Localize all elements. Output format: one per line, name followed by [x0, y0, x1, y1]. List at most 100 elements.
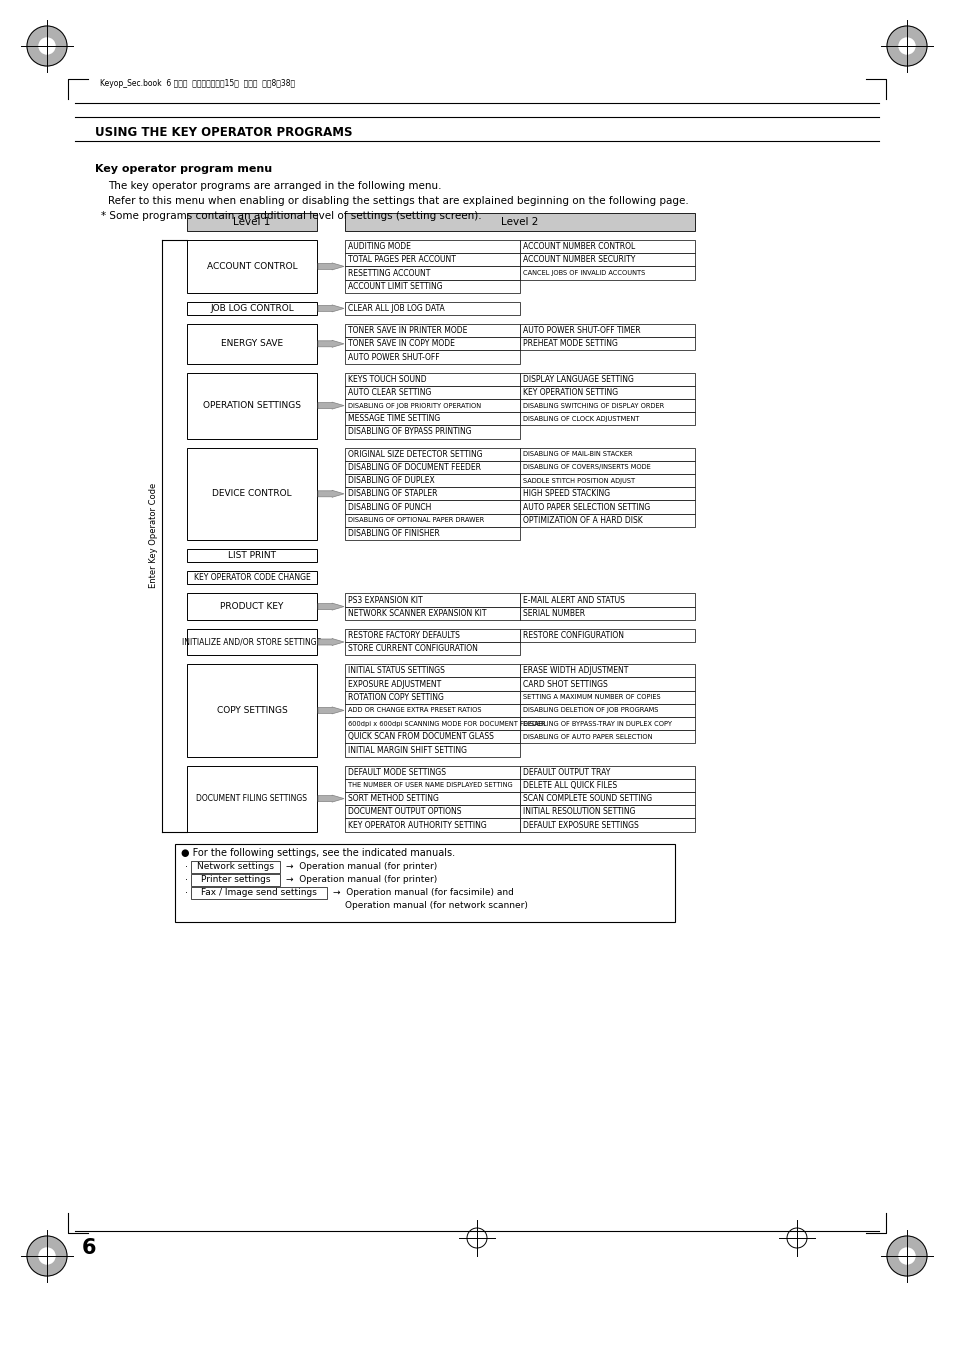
Text: AUTO PAPER SELECTION SETTING: AUTO PAPER SELECTION SETTING: [522, 503, 650, 512]
Text: DISABLING DELETION OF JOB PROGRAMS: DISABLING DELETION OF JOB PROGRAMS: [522, 708, 658, 713]
Bar: [345, 213, 695, 231]
Polygon shape: [317, 305, 344, 312]
Bar: [519, 412, 695, 426]
Bar: [345, 386, 519, 399]
Bar: [345, 447, 519, 461]
Bar: [345, 607, 519, 620]
Text: Refer to this menu when enabling or disabling the settings that are explained be: Refer to this menu when enabling or disa…: [108, 196, 688, 205]
Text: STORE CURRENT CONFIGURATION: STORE CURRENT CONFIGURATION: [348, 644, 477, 653]
Circle shape: [886, 26, 926, 66]
Text: DISABLING OF CLOCK ADJUSTMENT: DISABLING OF CLOCK ADJUSTMENT: [522, 416, 639, 422]
Polygon shape: [317, 796, 344, 802]
Bar: [187, 373, 316, 439]
Bar: [345, 266, 519, 280]
Bar: [187, 766, 316, 832]
Text: EXPOSURE ADJUSTMENT: EXPOSURE ADJUSTMENT: [348, 680, 441, 689]
Bar: [187, 665, 316, 757]
Bar: [519, 513, 695, 527]
Text: Network settings: Network settings: [197, 862, 274, 871]
Text: DEFAULT MODE SETTINGS: DEFAULT MODE SETTINGS: [348, 767, 446, 777]
Bar: [345, 301, 519, 315]
Text: SERIAL NUMBER: SERIAL NUMBER: [522, 609, 584, 617]
Bar: [187, 593, 316, 620]
Bar: [519, 593, 695, 607]
Text: ·: ·: [185, 862, 188, 871]
Bar: [345, 730, 519, 743]
Bar: [191, 861, 280, 873]
Text: SADDLE STITCH POSITION ADJUST: SADDLE STITCH POSITION ADJUST: [522, 478, 635, 484]
Bar: [345, 704, 519, 717]
Text: OPTIMIZATION OF A HARD DISK: OPTIMIZATION OF A HARD DISK: [522, 516, 642, 524]
Text: KEYS TOUCH SOUND: KEYS TOUCH SOUND: [348, 374, 426, 384]
Bar: [345, 373, 519, 386]
Bar: [187, 628, 316, 655]
Text: DISABLING OF STAPLER: DISABLING OF STAPLER: [348, 489, 437, 499]
Text: ROTATION COPY SETTING: ROTATION COPY SETTING: [348, 693, 443, 701]
Bar: [345, 642, 519, 655]
Text: ADD OR CHANGE EXTRA PRESET RATIOS: ADD OR CHANGE EXTRA PRESET RATIOS: [348, 708, 481, 713]
Bar: [187, 213, 316, 231]
Bar: [519, 488, 695, 500]
Bar: [519, 386, 695, 399]
Bar: [345, 338, 519, 350]
Circle shape: [898, 1248, 914, 1265]
Bar: [519, 373, 695, 386]
Text: KEY OPERATION SETTING: KEY OPERATION SETTING: [522, 388, 618, 397]
Bar: [345, 240, 519, 253]
Text: DISABLING OF AUTO PAPER SELECTION: DISABLING OF AUTO PAPER SELECTION: [522, 734, 652, 740]
Bar: [519, 253, 695, 266]
Bar: [519, 766, 695, 778]
Bar: [519, 704, 695, 717]
Bar: [345, 474, 519, 488]
Text: DOCUMENT FILING SETTINGS: DOCUMENT FILING SETTINGS: [196, 794, 307, 802]
Bar: [519, 717, 695, 730]
Text: CANCEL JOBS OF INVALID ACCOUNTS: CANCEL JOBS OF INVALID ACCOUNTS: [522, 270, 644, 276]
Bar: [187, 447, 316, 540]
Text: HIGH SPEED STACKING: HIGH SPEED STACKING: [522, 489, 610, 499]
Text: DISABLING OF DUPLEX: DISABLING OF DUPLEX: [348, 476, 435, 485]
Bar: [519, 730, 695, 743]
Circle shape: [27, 26, 67, 66]
Text: ACCOUNT CONTROL: ACCOUNT CONTROL: [207, 262, 297, 272]
Text: RESTORE FACTORY DEFAULTS: RESTORE FACTORY DEFAULTS: [348, 631, 459, 640]
Bar: [345, 717, 519, 730]
Bar: [519, 690, 695, 704]
Text: THE NUMBER OF USER NAME DISPLAYED SETTING: THE NUMBER OF USER NAME DISPLAYED SETTIN…: [348, 782, 512, 789]
Text: ·: ·: [185, 888, 188, 897]
Bar: [187, 301, 316, 315]
Bar: [519, 266, 695, 280]
Text: * Some programs contain an additional level of settings (setting screen).: * Some programs contain an additional le…: [101, 211, 481, 222]
Circle shape: [39, 1248, 55, 1265]
Bar: [345, 253, 519, 266]
Text: KEY OPERATOR CODE CHANGE: KEY OPERATOR CODE CHANGE: [193, 573, 310, 582]
Bar: [345, 513, 519, 527]
Text: Key operator program menu: Key operator program menu: [95, 163, 272, 174]
Bar: [345, 593, 519, 607]
Bar: [345, 350, 519, 363]
Bar: [345, 792, 519, 805]
Bar: [519, 665, 695, 677]
Text: DELETE ALL QUICK FILES: DELETE ALL QUICK FILES: [522, 781, 617, 790]
Text: →  Operation manual (for facsimile) and: → Operation manual (for facsimile) and: [333, 888, 514, 897]
Bar: [345, 690, 519, 704]
Polygon shape: [317, 263, 344, 270]
Bar: [345, 778, 519, 792]
Bar: [345, 819, 519, 832]
Text: The key operator programs are arranged in the following menu.: The key operator programs are arranged i…: [108, 181, 441, 190]
Bar: [345, 677, 519, 690]
Polygon shape: [317, 639, 344, 646]
Text: Level 1: Level 1: [233, 218, 271, 227]
Text: DISPLAY LANGUAGE SETTING: DISPLAY LANGUAGE SETTING: [522, 374, 633, 384]
Text: DISABLING SWITCHING OF DISPLAY ORDER: DISABLING SWITCHING OF DISPLAY ORDER: [522, 403, 663, 408]
Text: INITIAL STATUS SETTINGS: INITIAL STATUS SETTINGS: [348, 666, 444, 676]
Text: DISABLING OF DOCUMENT FEEDER: DISABLING OF DOCUMENT FEEDER: [348, 463, 480, 471]
Bar: [187, 240, 316, 293]
Text: Fax / Image send settings: Fax / Image send settings: [201, 888, 316, 897]
Text: →  Operation manual (for printer): → Operation manual (for printer): [286, 875, 437, 884]
Bar: [519, 461, 695, 474]
Circle shape: [27, 1236, 67, 1275]
Bar: [519, 474, 695, 488]
Text: ·: ·: [185, 874, 188, 885]
Bar: [345, 665, 519, 677]
Bar: [345, 399, 519, 412]
